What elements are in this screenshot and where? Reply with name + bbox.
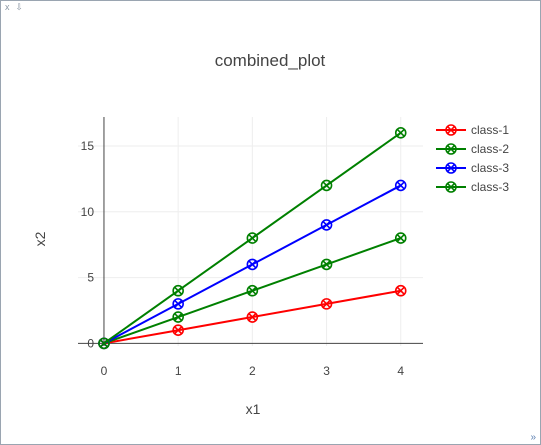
data-point[interactable] xyxy=(246,311,259,323)
x-axis-label: x1 xyxy=(246,401,261,417)
tick-labels: 0 1 2 3 4 0 5 10 15 xyxy=(81,139,405,378)
data-point[interactable] xyxy=(394,284,407,297)
legend-label: class-2 xyxy=(471,142,509,156)
data-point[interactable] xyxy=(394,179,407,192)
data-point[interactable] xyxy=(320,298,333,310)
x-tick-label: 0 xyxy=(101,364,108,378)
data-point[interactable] xyxy=(98,337,110,350)
legend-marker-icon[interactable] xyxy=(445,181,457,193)
data-point[interactable] xyxy=(172,298,184,310)
y-tick-label: 15 xyxy=(81,139,95,153)
series-3 xyxy=(98,179,407,350)
data-point[interactable] xyxy=(172,324,184,337)
legend-marker-icon[interactable] xyxy=(445,162,457,174)
y-tick-label: 5 xyxy=(87,271,94,285)
legend-label: class-3 xyxy=(471,161,509,175)
y-axis-label: x2 xyxy=(32,231,48,246)
legend-marker-icon[interactable] xyxy=(445,143,457,155)
data-point[interactable] xyxy=(320,258,333,271)
series-4 xyxy=(98,126,407,350)
axes xyxy=(78,117,423,346)
data-point[interactable] xyxy=(172,311,184,323)
window-controls: x ⇩ xyxy=(5,2,23,13)
data-point[interactable] xyxy=(172,284,184,297)
legend-item[interactable]: class-1 xyxy=(436,123,509,137)
x-tick-label: 3 xyxy=(323,364,330,378)
legend-marker-icon[interactable] xyxy=(445,124,457,136)
x-tick-label: 2 xyxy=(249,364,256,378)
y-tick-label: 0 xyxy=(87,336,94,350)
legend-item[interactable]: class-3 xyxy=(436,180,509,194)
legend-item[interactable]: class-2 xyxy=(436,142,509,156)
series-group xyxy=(98,126,407,350)
legend-item[interactable]: class-3 xyxy=(436,161,509,175)
data-point[interactable] xyxy=(246,232,259,244)
x-tick-label: 4 xyxy=(397,364,404,378)
chart-title: combined_plot xyxy=(215,51,326,70)
legend-label: class-1 xyxy=(471,123,509,137)
data-point[interactable] xyxy=(246,258,259,271)
data-point[interactable] xyxy=(320,179,333,192)
data-point[interactable] xyxy=(394,126,407,139)
pin-icon[interactable]: ⇩ xyxy=(15,2,24,12)
close-button[interactable]: x xyxy=(5,2,10,12)
x-tick-label: 1 xyxy=(175,364,182,378)
data-point[interactable] xyxy=(320,219,333,231)
legend-label: class-3 xyxy=(471,180,509,194)
legend[interactable]: class-1 class-2 class-3 class-3 xyxy=(436,123,509,194)
resize-handle-icon[interactable]: » xyxy=(530,432,536,443)
data-point[interactable] xyxy=(246,284,259,297)
grid xyxy=(78,117,423,346)
y-tick-label: 10 xyxy=(81,205,95,219)
data-point[interactable] xyxy=(394,232,407,244)
